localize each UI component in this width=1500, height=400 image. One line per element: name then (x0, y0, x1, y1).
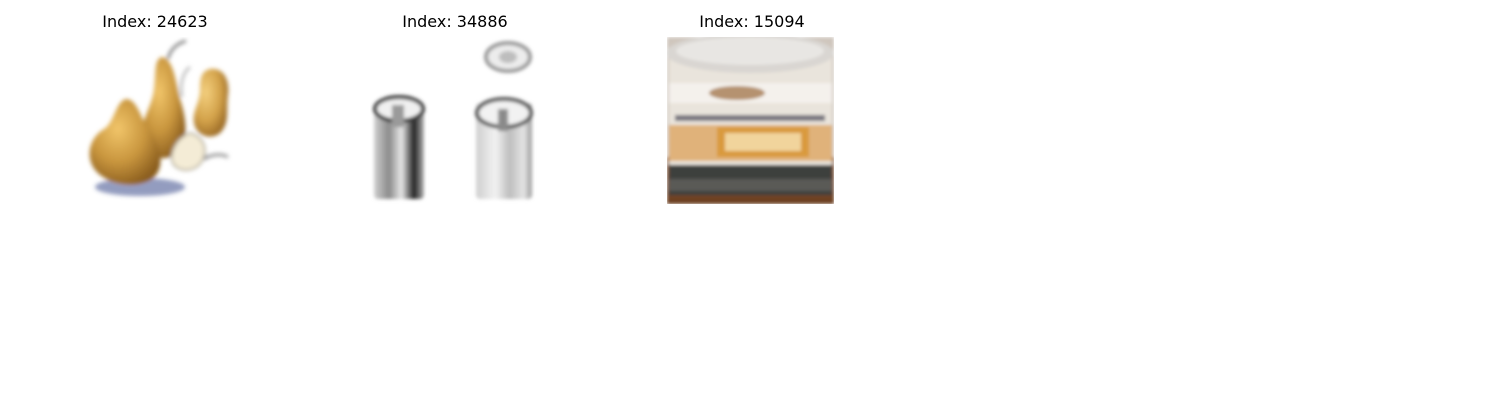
thumbnail-tub (667, 37, 834, 204)
panel-title-3: Index: 15094 (699, 12, 805, 31)
panel-title-1: Index: 24623 (102, 12, 208, 31)
panel-title-2: Index: 34886 (402, 12, 508, 31)
thumbnail-cans (370, 37, 537, 204)
thumbnail-pears (70, 37, 237, 204)
